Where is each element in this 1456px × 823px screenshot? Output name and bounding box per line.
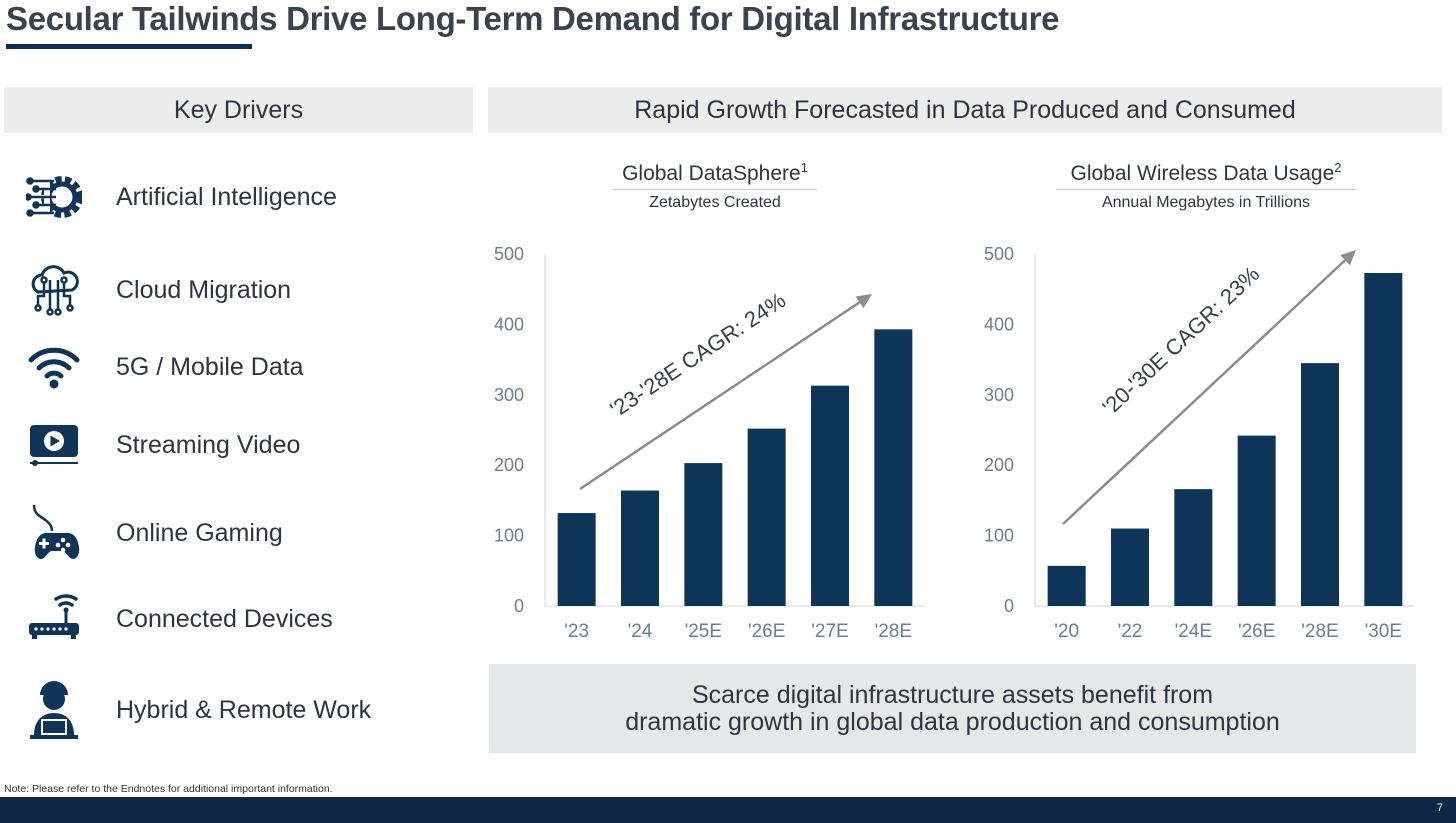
wifi-signal-icon — [22, 335, 86, 399]
bar — [557, 513, 596, 606]
callout-line-2: dramatic growth in global data productio… — [625, 707, 1280, 736]
x-tick-label: '24E — [1175, 621, 1212, 642]
bar — [874, 329, 913, 606]
driver-remote-work: Hybrid & Remote Work — [22, 675, 462, 745]
driver-5g: 5G / Mobile Data — [22, 332, 462, 402]
y-tick-label: 100 — [494, 526, 524, 546]
cagr-arrow-line — [1062, 259, 1346, 525]
chart1-title: Global DataSphere1 — [622, 160, 808, 185]
chart1-title-block: Global DataSphere1 Zetabytes Created — [600, 160, 830, 212]
chart1-subtitle: Zetabytes Created — [649, 194, 781, 211]
y-tick-label: 0 — [1004, 596, 1014, 616]
driver-label: Streaming Video — [116, 430, 301, 459]
key-drivers-header: Key Drivers — [4, 87, 473, 133]
y-tick-label: 400 — [494, 314, 524, 334]
cagr-arrow-head — [1340, 250, 1356, 266]
callout-box: Scarce digital infrastructure assets ben… — [489, 664, 1416, 753]
driver-label: Online Gaming — [116, 518, 283, 547]
x-tick-label: '20 — [1054, 621, 1079, 642]
cagr-annotation: '20-'30E CAGR: 23% — [1097, 261, 1264, 419]
driver-label: Cloud Migration — [116, 275, 292, 304]
cagr-arrow-head — [855, 294, 872, 309]
y-tick-label: 100 — [984, 526, 1014, 546]
cagr-arrow-line — [579, 301, 861, 491]
bar — [747, 428, 786, 606]
footer-bar: 7 — [0, 797, 1456, 823]
bar — [1364, 273, 1403, 606]
bar — [1301, 363, 1339, 606]
x-tick-label: '26E — [748, 621, 785, 642]
bar — [1047, 565, 1086, 606]
driver-label: Artificial Intelligence — [116, 182, 337, 211]
driver-label: Hybrid & Remote Work — [116, 695, 372, 724]
y-tick-label: 300 — [494, 385, 524, 405]
y-tick-label: 300 — [984, 385, 1014, 405]
router-icon — [22, 587, 86, 651]
x-tick-label: '25E — [685, 621, 722, 642]
driver-streaming: Streaming Video — [22, 410, 462, 480]
chart2-subtitle: Annual Megabytes in Trillions — [1101, 194, 1311, 211]
bar — [684, 463, 723, 606]
cagr-annotation: '23-'28E CAGR: 24% — [606, 287, 791, 422]
x-tick-label: '26E — [1238, 621, 1275, 642]
chart2-title-block: Global Wireless Data Usage2 Annual Megab… — [1050, 160, 1362, 212]
x-tick-label: '28E — [1301, 621, 1338, 642]
driver-label: Connected Devices — [116, 604, 333, 633]
driver-devices: Connected Devices — [22, 584, 462, 654]
y-tick-label: 400 — [984, 314, 1014, 334]
x-tick-label: '23 — [564, 621, 589, 642]
y-tick-label: 200 — [494, 455, 524, 475]
wireless-data-bar-chart: 0 100 200 300 400 500 '20 '22 '24E '26E '28E '30E '2… — [984, 244, 1415, 642]
driver-gaming: Online Gaming — [22, 498, 462, 568]
bar — [1111, 528, 1149, 606]
x-tick-label: '24 — [628, 621, 653, 642]
game-controller-icon — [22, 501, 86, 565]
datasphere-bar-chart: 0 100 200 300 400 500 '23 '24 '25E '26E '27E '28E '2… — [494, 244, 925, 642]
y-tick-label: 200 — [984, 455, 1014, 475]
bar — [811, 385, 849, 606]
bar — [1237, 435, 1276, 606]
bar — [1174, 489, 1213, 606]
driver-ai: Artificial Intelligence — [22, 162, 462, 232]
x-tick-label: '22 — [1118, 621, 1143, 642]
page-title: Secular Tailwinds Drive Long-Term Demand… — [6, 0, 1060, 37]
growth-header: Rapid Growth Forecasted in Data Produced… — [488, 87, 1442, 133]
driver-label: 5G / Mobile Data — [116, 352, 304, 381]
page-number: 7 — [1436, 802, 1443, 814]
cloud-circuit-icon — [22, 258, 86, 322]
x-tick-label: '30E — [1365, 621, 1402, 642]
video-play-icon — [22, 413, 86, 477]
x-tick-label: '27E — [811, 621, 848, 642]
endnote-text: Note: Please refer to the Endnotes for a… — [4, 783, 333, 795]
bar — [621, 490, 659, 606]
y-tick-label: 0 — [514, 596, 524, 616]
ai-gear-circuit-icon — [22, 165, 86, 229]
title-underline — [6, 44, 252, 49]
driver-cloud: Cloud Migration — [22, 255, 462, 325]
chart1-title-rule — [613, 189, 817, 190]
callout-line-1: Scarce digital infrastructure assets ben… — [691, 680, 1214, 709]
chart2-title: Global Wireless Data Usage2 — [1070, 160, 1342, 185]
y-tick-label: 500 — [984, 244, 1014, 264]
remote-worker-icon — [22, 678, 86, 742]
chart2-title-rule — [1056, 189, 1356, 190]
y-tick-label: 500 — [494, 244, 524, 264]
x-tick-label: '28E — [875, 621, 912, 642]
